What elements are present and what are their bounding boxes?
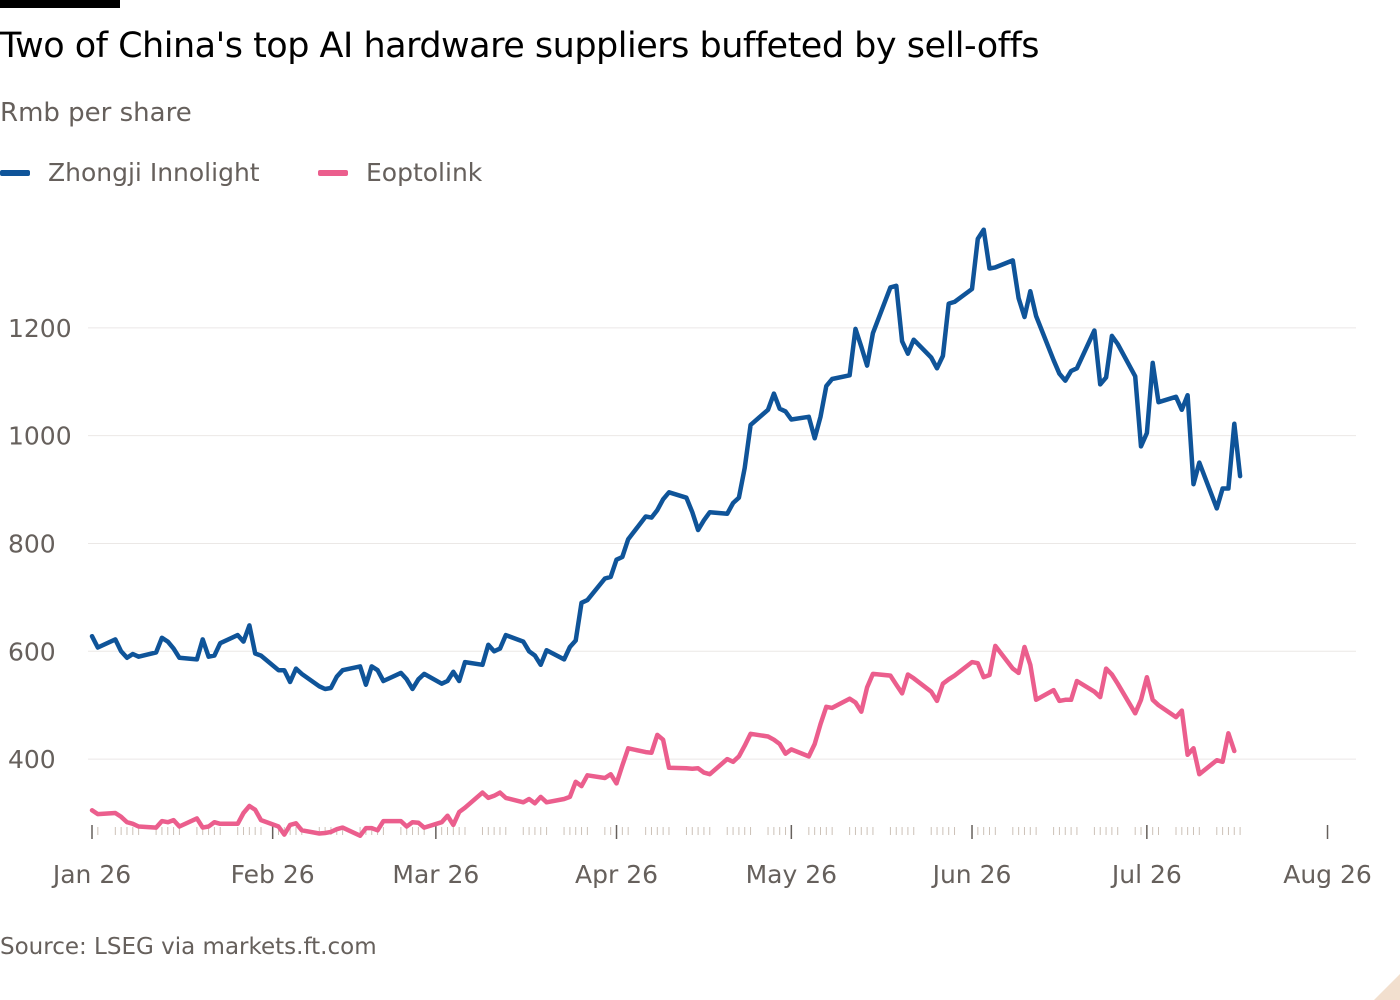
legend-item-eoptolink: Eoptolink — [318, 158, 482, 187]
legend-swatch-zhongji — [0, 169, 30, 176]
chart-title: Two of China's top AI hardware suppliers… — [0, 26, 1040, 66]
brand-bar — [0, 0, 120, 8]
x-tick-label-5: Jun 26 — [931, 860, 1012, 889]
legend-swatch-eoptolink — [318, 169, 348, 176]
x-tick-label-1: Feb 26 — [231, 860, 315, 889]
corner-decoration — [1374, 974, 1400, 1000]
x-tick-label-0: Jan 26 — [51, 860, 131, 889]
y-tick-label-1200: 1200 — [8, 314, 72, 343]
legend-label-eoptolink: Eoptolink — [366, 158, 483, 187]
y-tick-label-800: 800 — [8, 529, 56, 558]
y-tick-label-600: 600 — [8, 637, 56, 666]
x-tick-label-3: Apr 26 — [575, 860, 658, 889]
chart-subtitle: Rmb per share — [0, 98, 192, 128]
x-tick-label-7: Aug 26 — [1283, 860, 1372, 889]
x-tick-label-2: Mar 26 — [392, 860, 479, 889]
x-tick-label-6: Jul 26 — [1110, 860, 1182, 889]
y-tick-label-400: 400 — [8, 745, 56, 774]
x-tick-label-4: May 26 — [746, 860, 837, 889]
series-line-zhongji-innolight — [89, 227, 1243, 692]
series-line-eoptolink — [89, 643, 1237, 838]
source-note: Source: LSEG via markets.ft.com — [0, 934, 377, 960]
legend-item-zhongji: Zhongji Innolight — [0, 158, 260, 187]
y-tick-label-1000: 1000 — [8, 422, 72, 451]
legend-label-zhongji: Zhongji Innolight — [48, 158, 260, 187]
line-chart: 400 600 800 1000 1200 Jan 26 Feb 26 Mar 26 Apr 2… — [8, 227, 1372, 889]
